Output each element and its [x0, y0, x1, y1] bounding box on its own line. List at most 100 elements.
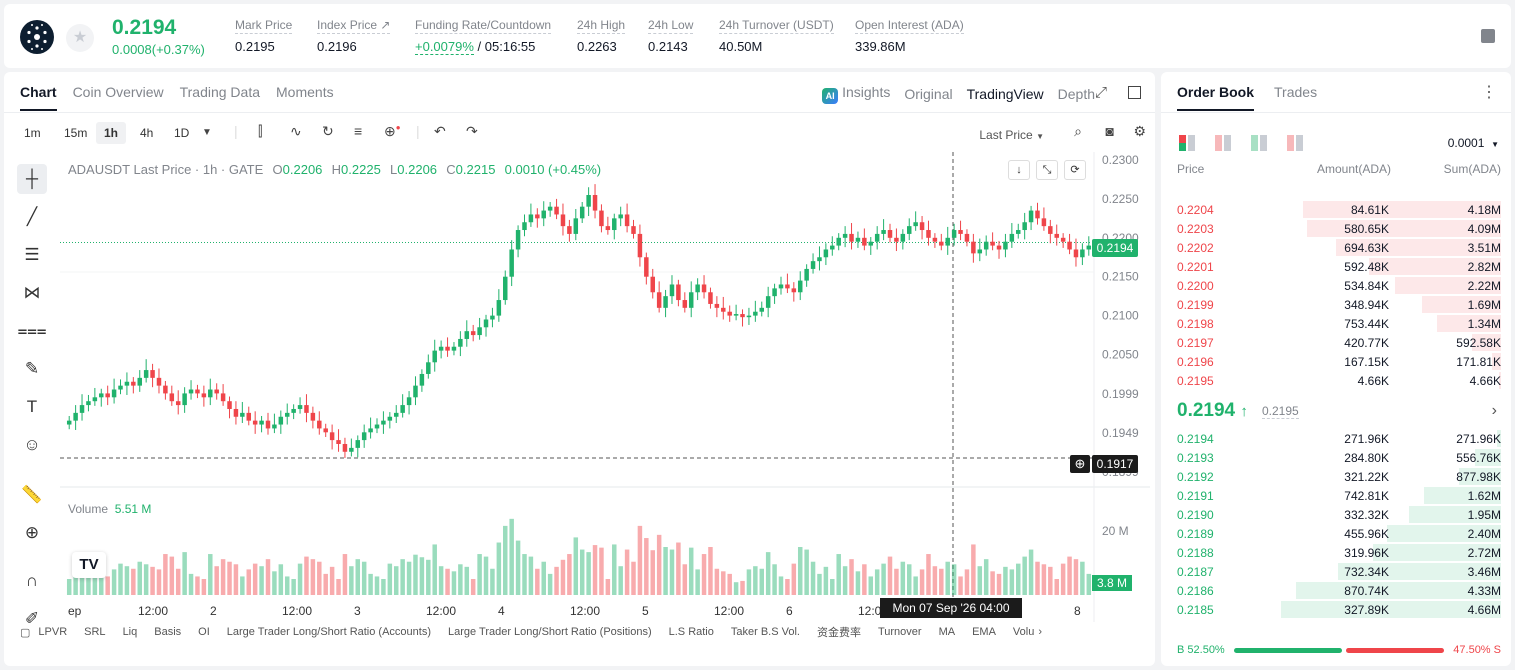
ask-row[interactable]: 0.2204 84.61K 4.18M	[1161, 200, 1511, 219]
ask-row[interactable]: 0.2203 580.65K 4.09M	[1161, 219, 1511, 238]
layout-asks-icon[interactable]	[1215, 135, 1231, 151]
candlestick-chart[interactable]: 0.23000.22500.22000.21500.21000.20500.19…	[60, 152, 1150, 622]
indicator-srl[interactable]: SRL	[84, 626, 106, 638]
bid-row[interactable]: 0.2194 271.96K 271.96K	[1161, 429, 1511, 448]
depth-bar	[1307, 220, 1501, 237]
stat-mark-price[interactable]: Mark Price 0.2195	[235, 18, 293, 54]
indicator-ema[interactable]: EMA	[972, 626, 996, 638]
ask-row[interactable]: 0.2196 167.15K 171.81K	[1161, 352, 1511, 371]
brush-icon[interactable]: ✎	[24, 359, 40, 378]
indicator-lt-positions[interactable]: Large Trader Long/Short Ratio (Positions…	[448, 626, 652, 638]
bid-row[interactable]: 0.2189 455.96K 2.40M	[1161, 524, 1511, 543]
chevron-right-icon[interactable]: ›	[1491, 402, 1497, 419]
candle-type-icon[interactable]: ⫿	[258, 123, 263, 139]
redo-icon[interactable]: ↷	[466, 123, 478, 139]
magnet-icon[interactable]: ∩	[25, 571, 39, 590]
tab-chart[interactable]: Chart	[20, 84, 57, 111]
refresh-icon[interactable]: ⟳	[1064, 160, 1086, 180]
settings-gear-icon[interactable]: ⚙	[1133, 123, 1146, 139]
tab-insights[interactable]: AI Insights	[822, 84, 890, 104]
tab-trading-data[interactable]: Trading Data	[179, 84, 261, 100]
bid-row[interactable]: 0.2190 332.32K 1.95M	[1161, 505, 1511, 524]
ask-row[interactable]: 0.2198 753.44K 1.34M	[1161, 314, 1511, 333]
indicator-ma[interactable]: MA	[938, 626, 956, 638]
price-type-select[interactable]: Last Price ▼	[979, 128, 1044, 142]
stat-funding-rate[interactable]: Funding Rate/Countdown +0.0079% / 05:16:5…	[415, 18, 552, 55]
ask-row[interactable]: 0.2195 4.66K 4.66K	[1161, 371, 1511, 390]
camera-icon[interactable]: ◙	[1105, 123, 1114, 139]
interval-1m[interactable]: 1m	[24, 126, 41, 140]
ask-row[interactable]: 0.2201 592.48K 2.82M	[1161, 257, 1511, 276]
layout-both-icon[interactable]	[1179, 135, 1195, 151]
indicators-icon[interactable]: ∿	[290, 123, 302, 139]
interval-4h[interactable]: 4h	[140, 126, 154, 140]
orderbook-tabs: Order Book Trades	[1177, 84, 1317, 111]
favorite-star-icon[interactable]: ★	[66, 24, 94, 52]
tab-order-book[interactable]: Order Book	[1177, 84, 1254, 111]
candle-body	[317, 420, 322, 429]
chevron-right-icon[interactable]: ›	[1038, 626, 1043, 638]
ask-row[interactable]: 0.2199 348.94K 1.69M	[1161, 295, 1511, 314]
layout-asks-only-icon[interactable]	[1287, 135, 1303, 151]
tab-coin-overview[interactable]: Coin Overview	[72, 84, 164, 100]
search-icon[interactable]: ⌕	[1074, 123, 1082, 139]
arrow-down-icon[interactable]: ↓	[1008, 160, 1030, 180]
horizontal-lines-icon[interactable]: ☰	[24, 245, 40, 264]
row-amount: 332.32K	[1344, 508, 1389, 522]
interval-15m[interactable]: 15m	[64, 126, 88, 140]
bid-row[interactable]: 0.2193 284.80K 556.76K	[1161, 448, 1511, 467]
bid-row[interactable]: 0.2191 742.81K 1.62M	[1161, 486, 1511, 505]
indicator-lt-accounts[interactable]: Large Trader Long/Short Ratio (Accounts)	[226, 626, 432, 638]
book-icon[interactable]	[1481, 29, 1495, 43]
tradingview-logo[interactable]: TV	[72, 552, 106, 578]
more-icon[interactable]: ⋮	[1481, 84, 1497, 101]
templates-icon[interactable]: ≡	[354, 123, 363, 139]
precision-select[interactable]: 0.0001 ▼	[1447, 136, 1499, 150]
bid-row[interactable]: 0.2185 327.89K 4.66M	[1161, 600, 1511, 619]
bid-row[interactable]: 0.2187 732.34K 3.46M	[1161, 562, 1511, 581]
expand-icon[interactable]: ⤢	[1094, 84, 1107, 101]
indicator-liq[interactable]: Liq	[122, 626, 138, 638]
tab-original[interactable]: Original	[904, 86, 953, 102]
text-icon[interactable]: T	[26, 397, 38, 416]
zoom-in-icon[interactable]: ⊕	[24, 523, 40, 542]
pattern-icon[interactable]: ⋈	[23, 283, 41, 302]
indicator-volume[interactable]: Volu	[1012, 626, 1035, 638]
indicator-basis[interactable]: Basis	[154, 626, 182, 638]
indicator-turnover[interactable]: Turnover	[877, 626, 922, 638]
collapse-icon[interactable]: ⤡	[1036, 160, 1058, 180]
crosshair-icon[interactable]: ┼	[17, 164, 47, 194]
trend-line-icon[interactable]: ╱	[26, 207, 38, 226]
emoji-icon[interactable]: ☺	[23, 435, 41, 454]
indicator-ls-ratio[interactable]: L.S Ratio	[668, 626, 714, 638]
tab-trades[interactable]: Trades	[1274, 84, 1318, 100]
tab-depth[interactable]: Depth	[1057, 86, 1095, 102]
interval-dropdown-icon[interactable]: ▼	[202, 127, 212, 138]
bid-row[interactable]: 0.2192 321.22K 877.98K	[1161, 467, 1511, 486]
stat-index-price[interactable]: Index Price ↗ 0.2196	[317, 18, 391, 54]
layout-bids-icon[interactable]	[1251, 135, 1267, 151]
fib-icon[interactable]: ⩶	[17, 321, 47, 340]
replay-icon[interactable]: ↻	[322, 123, 334, 139]
ask-row[interactable]: 0.2202 694.63K 3.51M	[1161, 238, 1511, 257]
ask-row[interactable]: 0.2200 534.84K 2.22M	[1161, 276, 1511, 295]
bid-row[interactable]: 0.2186 870.74K 4.33M	[1161, 581, 1511, 600]
indicator-oi[interactable]: OI	[198, 626, 210, 638]
add-alert-icon[interactable]: ⊕	[1070, 455, 1090, 473]
interval-1d[interactable]: 1D	[174, 126, 190, 140]
window-icon[interactable]	[1128, 86, 1141, 99]
interval-1h[interactable]: 1h	[96, 122, 127, 144]
panel-icon[interactable]: ▢	[20, 626, 31, 639]
indicator-taker-vol[interactable]: Taker B.S Vol.	[730, 626, 800, 638]
volume-bar	[310, 559, 316, 595]
ask-row[interactable]: 0.2197 420.77K 592.58K	[1161, 333, 1511, 352]
tab-moments[interactable]: Moments	[276, 84, 334, 100]
indicator-lpvr[interactable]: LPVR	[38, 626, 68, 638]
bid-row[interactable]: 0.2188 319.96K 2.72M	[1161, 543, 1511, 562]
undo-icon[interactable]: ↶	[434, 123, 446, 139]
add-indicator-icon[interactable]: ⊕●	[384, 123, 401, 139]
tab-tradingview[interactable]: TradingView	[966, 86, 1044, 102]
indicator-funding-rate[interactable]: 资金费率	[816, 627, 861, 639]
ruler-icon[interactable]: 📏	[21, 485, 43, 504]
pencil-lock-icon[interactable]: ✐	[24, 609, 40, 628]
